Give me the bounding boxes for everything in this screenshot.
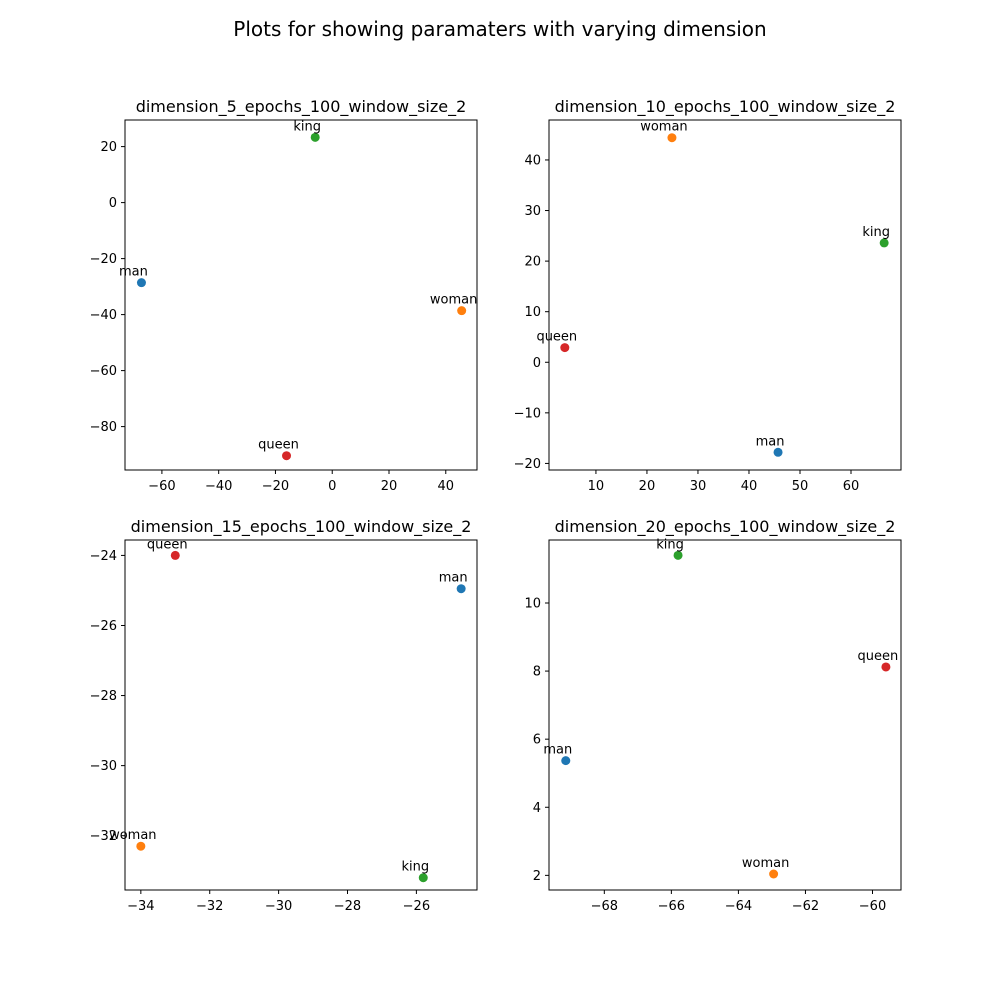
y-tick-label: −28 — [90, 689, 117, 704]
point-man — [773, 447, 783, 457]
x-tick-label: −40 — [205, 479, 232, 494]
subplot-title: dimension_10_epochs_100_window_size_2 — [555, 97, 896, 117]
y-tick-label: 4 — [533, 801, 541, 816]
point-man — [136, 278, 146, 288]
x-tick-label: −28 — [334, 899, 361, 914]
y-tick-label: −10 — [514, 406, 541, 421]
y-tick-label: 40 — [524, 153, 541, 168]
y-tick-label: 10 — [524, 596, 541, 611]
subplot-title: dimension_20_epochs_100_window_size_2 — [555, 517, 896, 537]
point-label-king: king — [293, 119, 321, 134]
x-tick-label: 40 — [438, 479, 455, 494]
point-label-king: king — [656, 537, 684, 552]
point-queen — [282, 451, 292, 461]
x-tick-label: −26 — [403, 899, 430, 914]
point-label-woman: woman — [109, 828, 156, 843]
y-tick-label: 8 — [533, 665, 541, 680]
x-tick-label: −60 — [148, 479, 175, 494]
point-label-queen: queen — [536, 330, 577, 345]
y-tick-label: −32 — [90, 829, 117, 844]
point-label-king: king — [862, 225, 890, 240]
subplot-3: dimension_15_epochs_100_window_size_2man… — [90, 517, 478, 914]
y-tick-label: 20 — [524, 255, 541, 270]
x-tick-label: −62 — [792, 899, 819, 914]
y-tick-label: −60 — [90, 364, 117, 379]
axes-frame — [548, 539, 902, 891]
subplot-4: dimension_20_epochs_100_window_size_2man… — [524, 517, 902, 914]
point-king — [673, 550, 683, 560]
x-tick-label: −30 — [265, 899, 292, 914]
point-queen — [881, 662, 891, 672]
x-tick-label: −60 — [859, 899, 886, 914]
axes-frame — [124, 119, 478, 471]
x-tick-label: 20 — [639, 479, 656, 494]
point-label-man: man — [756, 434, 785, 449]
y-tick-label: −24 — [90, 549, 117, 564]
y-tick-label: 2 — [533, 869, 541, 884]
y-tick-label: −20 — [90, 252, 117, 267]
x-tick-label: −64 — [725, 899, 752, 914]
x-tick-label: 40 — [741, 479, 758, 494]
figure-title: Plots for showing paramaters with varyin… — [233, 17, 766, 41]
y-tick-label: −30 — [90, 759, 117, 774]
point-label-king: king — [401, 860, 429, 875]
x-tick-label: −34 — [127, 899, 154, 914]
x-tick-label: 0 — [328, 479, 336, 494]
point-man — [456, 584, 466, 594]
y-tick-label: 10 — [524, 305, 541, 320]
subplot-title: dimension_5_epochs_100_window_size_2 — [136, 97, 467, 117]
x-tick-label: 30 — [690, 479, 707, 494]
point-label-woman: woman — [742, 856, 789, 871]
point-woman — [769, 869, 779, 879]
axes-frame — [124, 539, 478, 891]
subplot-2: dimension_10_epochs_100_window_size_2man… — [514, 97, 902, 494]
x-tick-label: −66 — [658, 899, 685, 914]
point-label-queen: queen — [258, 438, 299, 453]
y-tick-label: −26 — [90, 619, 117, 634]
point-queen — [560, 343, 570, 353]
point-label-queen: queen — [858, 649, 899, 664]
y-tick-label: −20 — [514, 457, 541, 472]
point-king — [879, 238, 889, 248]
y-tick-label: −40 — [90, 308, 117, 323]
point-woman — [136, 841, 146, 851]
x-tick-label: −68 — [591, 899, 618, 914]
x-tick-label: 20 — [381, 479, 398, 494]
point-king — [418, 873, 428, 883]
x-tick-label: 50 — [792, 479, 809, 494]
point-label-man: man — [543, 743, 572, 758]
y-tick-label: 6 — [533, 733, 541, 748]
point-label-queen: queen — [147, 537, 188, 552]
point-label-man: man — [119, 265, 148, 280]
y-tick-label: 0 — [109, 196, 117, 211]
point-man — [561, 756, 571, 766]
y-tick-label: −80 — [90, 420, 117, 435]
point-label-woman: woman — [640, 120, 687, 135]
y-tick-label: 0 — [533, 356, 541, 371]
point-king — [310, 132, 320, 142]
x-tick-label: −20 — [262, 479, 289, 494]
point-woman — [457, 306, 467, 316]
point-queen — [170, 550, 180, 560]
x-tick-label: 10 — [588, 479, 605, 494]
axes-frame — [548, 119, 902, 471]
point-label-woman: woman — [430, 293, 477, 308]
y-tick-label: 30 — [524, 204, 541, 219]
x-tick-label: 60 — [843, 479, 860, 494]
y-tick-label: 20 — [100, 140, 117, 155]
point-label-man: man — [439, 571, 468, 586]
x-tick-label: −32 — [196, 899, 223, 914]
subplot-title: dimension_15_epochs_100_window_size_2 — [131, 517, 472, 537]
point-woman — [667, 133, 677, 143]
